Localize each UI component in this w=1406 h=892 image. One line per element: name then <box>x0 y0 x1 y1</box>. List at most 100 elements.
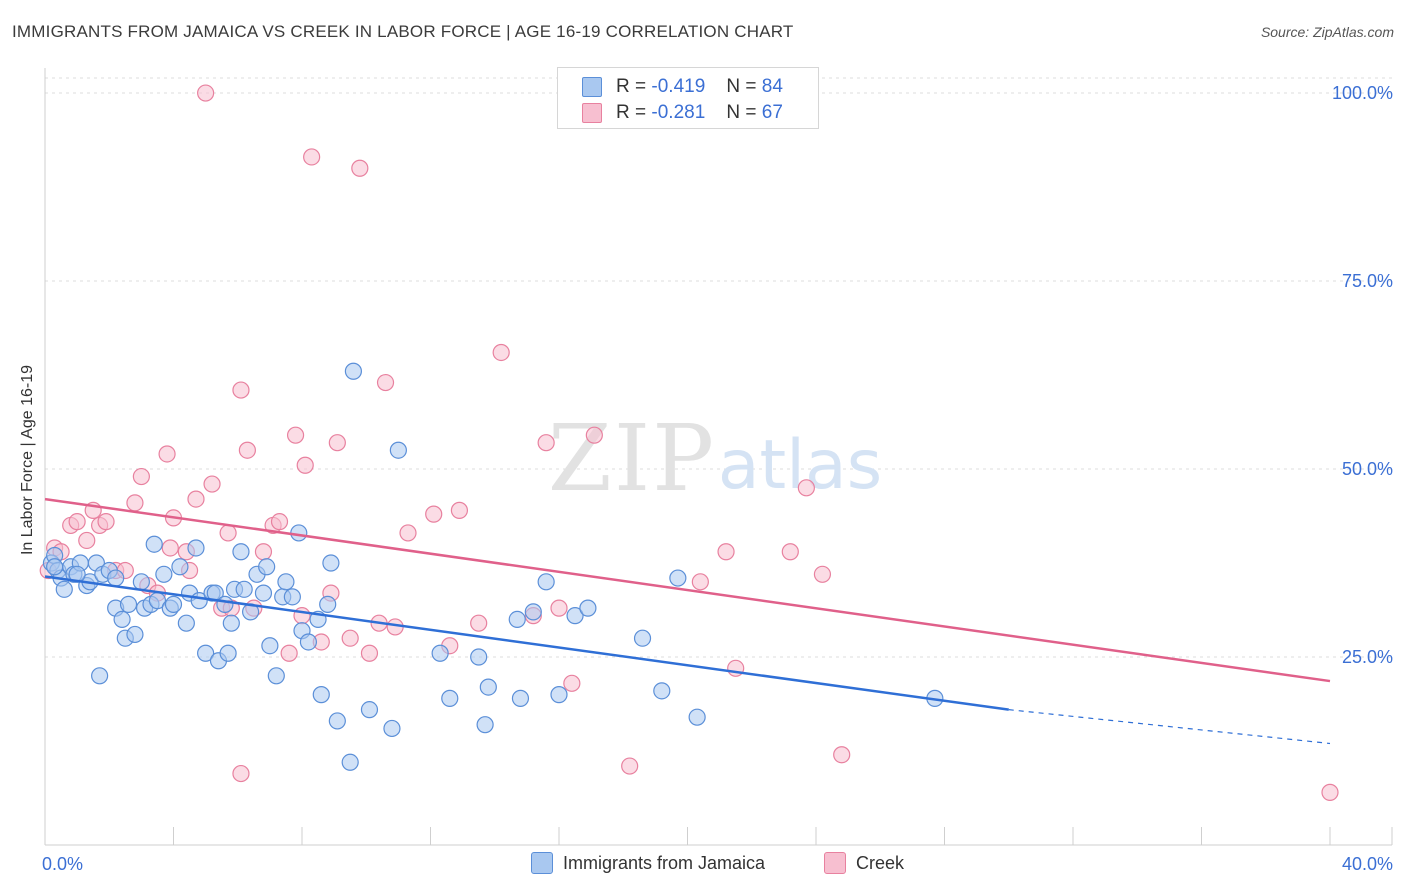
creek-point <box>691 573 709 591</box>
creek-point <box>399 524 417 542</box>
jamaica-point <box>653 682 671 700</box>
n-label: N = <box>726 102 757 123</box>
y-tick-label: 100.0% <box>1332 83 1393 103</box>
jamaica-point <box>312 686 330 704</box>
jamaica-point <box>508 610 526 629</box>
y-tick-label: 75.0% <box>1342 271 1393 291</box>
jamaica-point <box>261 637 279 655</box>
creek-point <box>1321 783 1339 801</box>
creek-points <box>39 84 1339 801</box>
y-tick-label: 50.0% <box>1342 459 1393 479</box>
jamaica-point <box>360 701 379 719</box>
jamaica-point <box>119 595 138 613</box>
legend-row-creek: R = -0.281 N = 67 <box>582 101 783 125</box>
creek-point <box>296 456 314 474</box>
legend-item-creek: Creek <box>824 852 904 874</box>
jamaica-point <box>68 565 86 583</box>
creek-point <box>232 381 250 399</box>
jamaica-point <box>277 573 295 591</box>
creek-point <box>360 644 379 662</box>
jamaica-point <box>470 648 488 666</box>
creek-point <box>280 644 298 662</box>
creek-point <box>78 531 96 550</box>
creek-point <box>376 373 395 392</box>
creek-point <box>450 501 469 519</box>
jamaica-points <box>42 362 944 771</box>
r-value: -0.281 <box>651 102 706 123</box>
r-value: -0.419 <box>651 76 706 97</box>
jamaica-point <box>155 565 173 583</box>
chart-title: IMMIGRANTS FROM JAMAICA VS CREEK IN LABO… <box>12 22 794 41</box>
watermark-zip: ZIP <box>548 405 716 512</box>
jamaica-swatch <box>582 77 602 97</box>
jamaica-point <box>290 524 308 542</box>
jamaica-point <box>389 441 407 459</box>
jamaica-point <box>197 644 215 662</box>
r-label: R = <box>616 102 647 123</box>
creek-point <box>219 524 237 542</box>
creek-point <box>286 426 305 444</box>
creek-point <box>492 343 510 362</box>
creek-point <box>232 764 250 783</box>
creek-point <box>203 475 221 493</box>
creek-point <box>781 543 799 561</box>
creek-point <box>550 599 568 617</box>
n-label: N = <box>726 76 757 97</box>
jamaica-point <box>222 614 240 632</box>
creek-point <box>303 148 321 166</box>
jamaica-point <box>566 607 584 625</box>
jamaica-point <box>91 667 109 685</box>
creek-point <box>197 84 215 102</box>
jamaica-point <box>383 719 401 738</box>
jamaica-point <box>476 716 494 734</box>
jamaica-point <box>688 708 706 726</box>
jamaica-point <box>235 580 253 598</box>
creek-point <box>97 513 115 531</box>
jamaica-point <box>479 678 497 696</box>
creek-point <box>161 539 179 557</box>
x-tick-label: 40.0% <box>1342 854 1393 874</box>
creek-swatch <box>582 103 602 123</box>
creek-point <box>621 757 639 775</box>
jamaica-point <box>537 573 555 591</box>
legend-item-jamaica: Immigrants from Jamaica <box>531 852 765 874</box>
jamaica-point <box>283 588 301 606</box>
jamaica-point <box>550 686 568 704</box>
jamaica-trend-extension <box>1008 709 1331 745</box>
jamaica-point <box>187 539 205 557</box>
jamaica-point <box>341 753 359 771</box>
jamaica-point <box>145 535 163 553</box>
jamaica-point <box>46 558 64 576</box>
creek-trend-line <box>44 497 1331 683</box>
creek-point <box>797 479 815 497</box>
jamaica-point <box>328 712 346 730</box>
axes <box>44 68 1393 846</box>
creek-point <box>254 543 273 561</box>
watermark: ZIP atlas <box>548 405 882 512</box>
creek-point <box>813 565 832 583</box>
r-label: R = <box>616 76 647 97</box>
jamaica-trend-line <box>44 575 1009 711</box>
creek-point <box>187 490 205 508</box>
creek-point <box>563 674 581 692</box>
jamaica-point <box>633 629 652 647</box>
creek-point <box>68 513 86 531</box>
jamaica-point <box>113 610 131 629</box>
creek-point <box>132 467 150 486</box>
creek-point <box>351 159 369 177</box>
series-legend: Immigrants from Jamaica Creek <box>0 852 1406 878</box>
legend-label-jamaica: Immigrants from Jamaica <box>563 852 766 873</box>
tick-labels: 25.0% 50.0% 75.0% 100.0% 0.0% 40.0% <box>42 83 1393 874</box>
jamaica-point <box>232 543 250 561</box>
jamaica-point <box>219 644 237 662</box>
jamaica-point <box>254 584 273 602</box>
trend-lines <box>44 497 1331 745</box>
correlation-legend: R = -0.419 N = 84 R = -0.281 N = 67 <box>557 67 819 129</box>
jamaica-point <box>511 689 530 707</box>
jamaica-point <box>126 625 144 644</box>
creek-point <box>328 434 346 452</box>
x-tick-label: 0.0% <box>42 854 83 874</box>
jamaica-point <box>669 569 687 587</box>
creek-point <box>833 746 851 764</box>
creek-point <box>717 543 735 561</box>
